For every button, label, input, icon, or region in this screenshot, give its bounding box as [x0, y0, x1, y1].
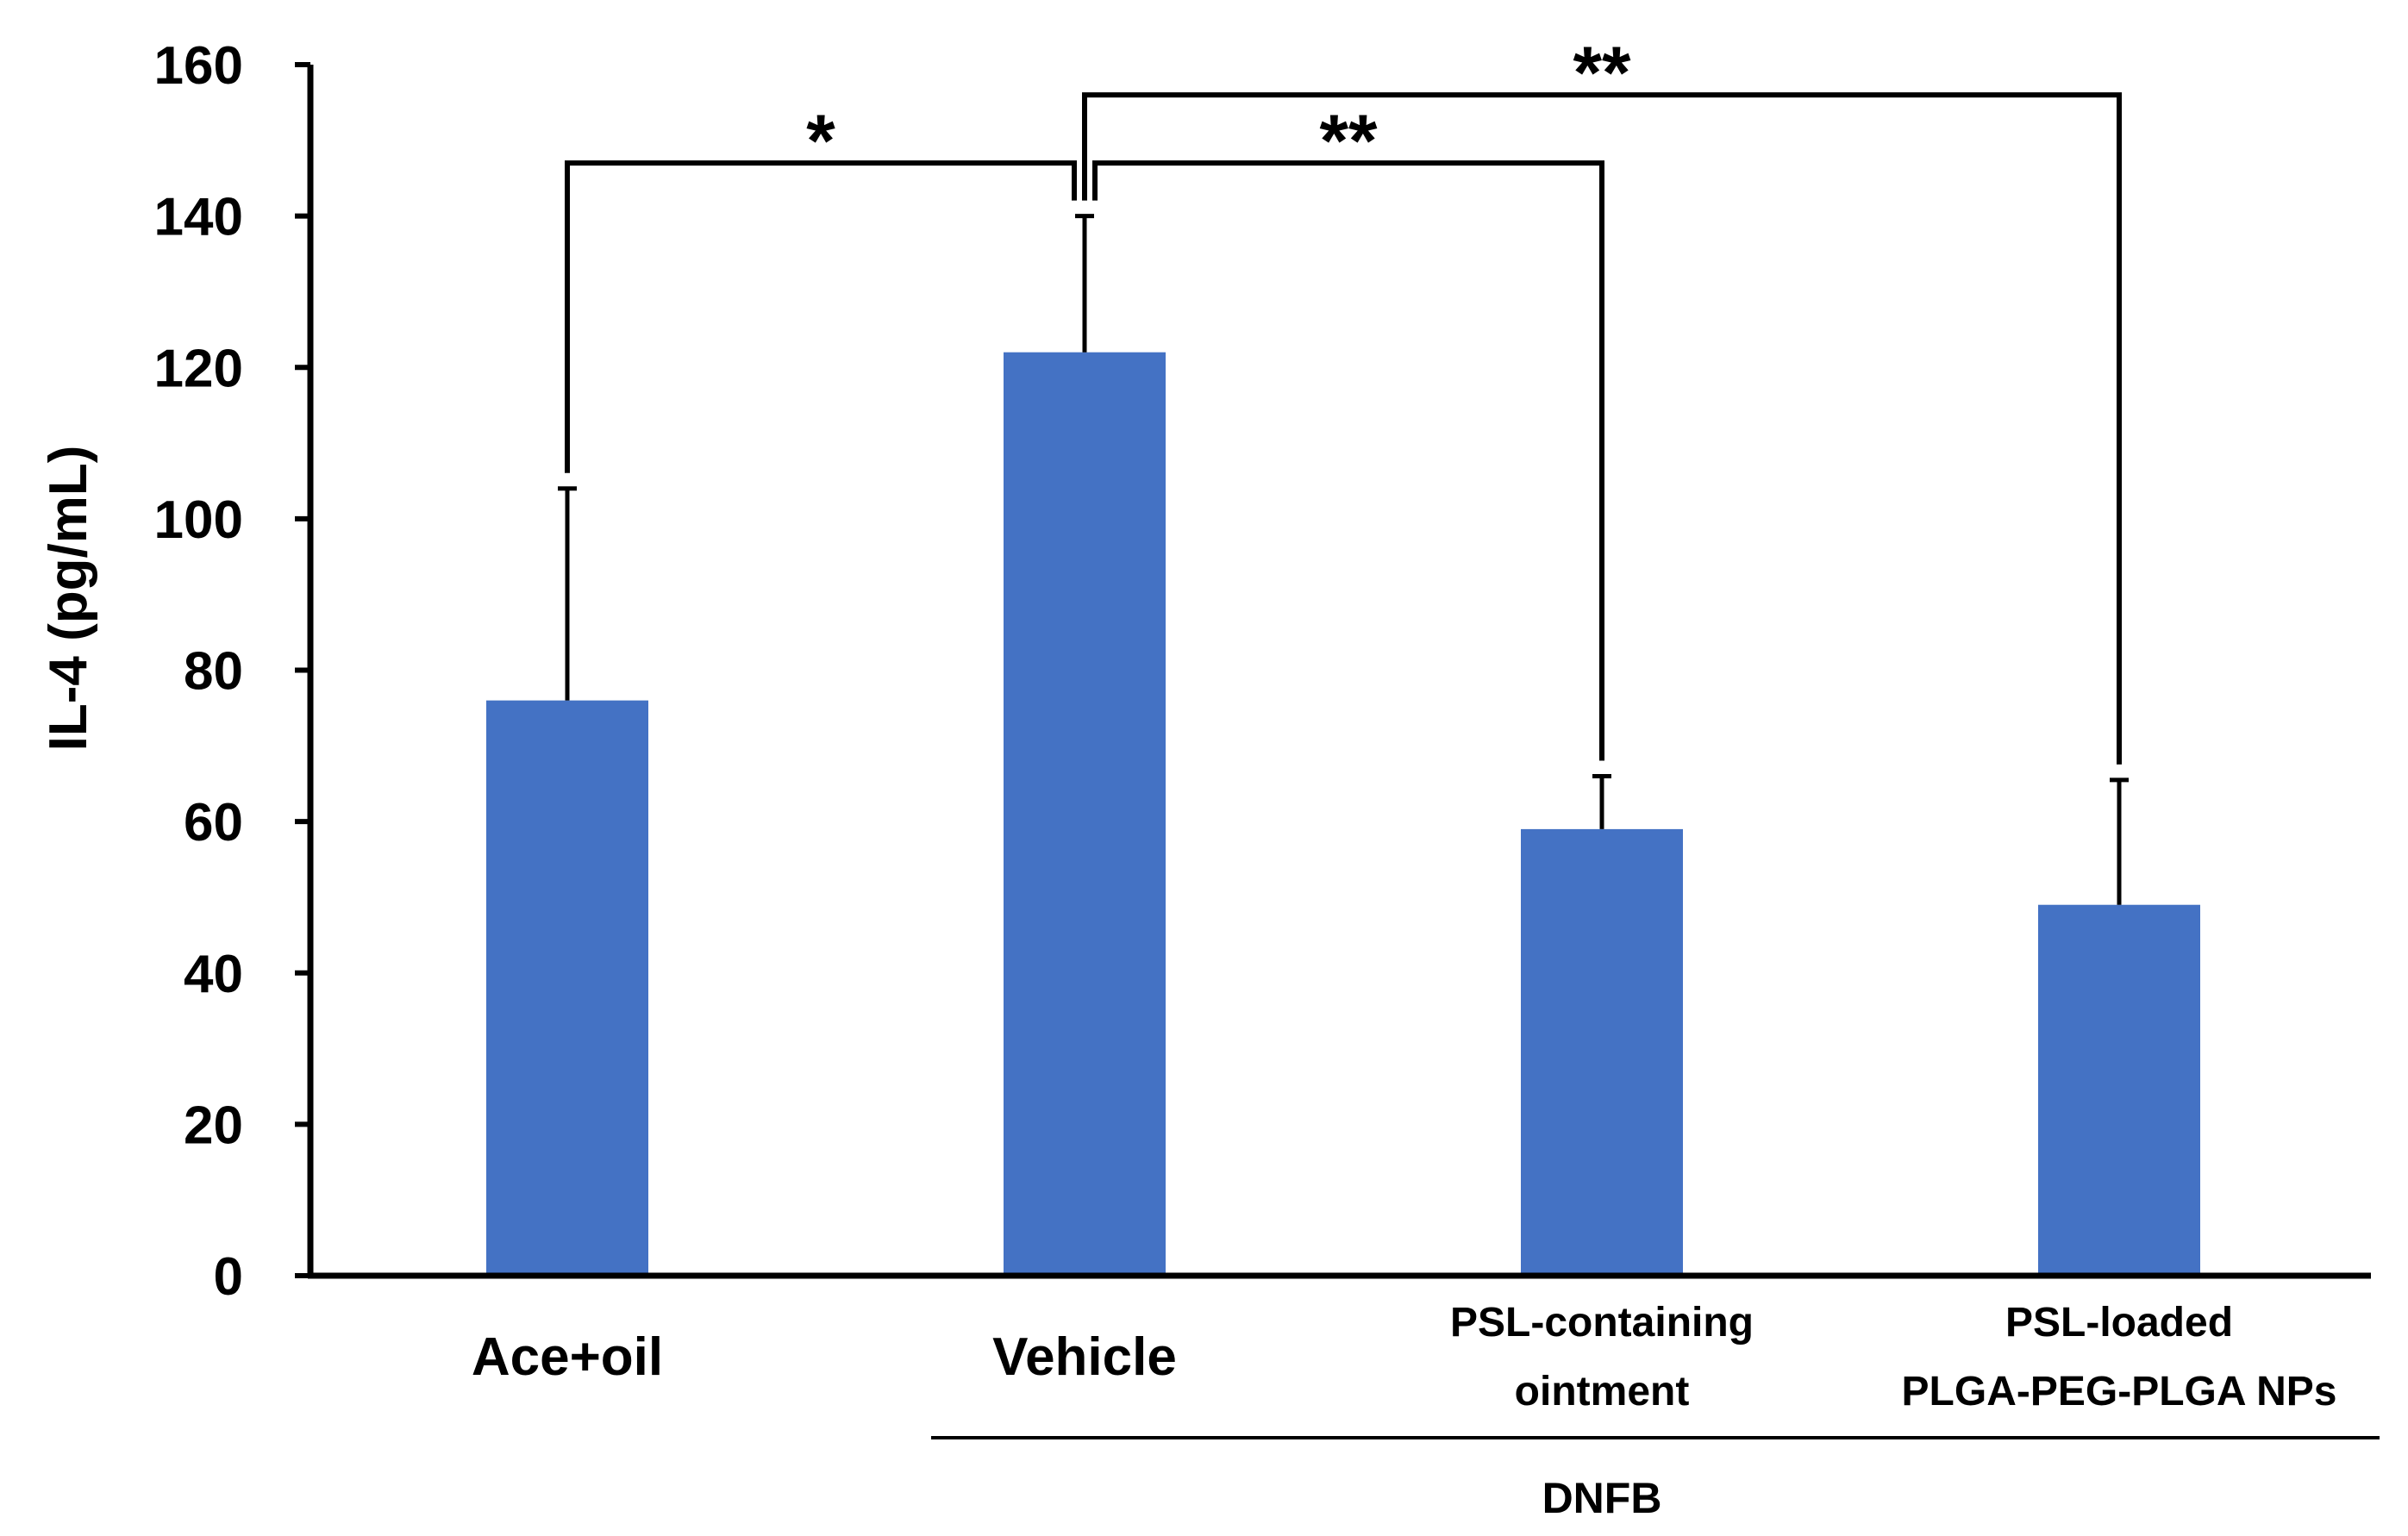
- category-label-3-line-1: PLGA-PEG-PLGA NPs: [1902, 1369, 2337, 1414]
- category-label-1: Vehicle: [992, 1327, 1177, 1387]
- y-tick-label-6: 120: [154, 339, 243, 398]
- significance-layer: * ****: [565, 32, 2122, 765]
- significance-marker-2: **: [1573, 32, 1631, 115]
- axes-layer: 0 20 40 60 80 100 120 140 160: [154, 36, 2371, 1307]
- bar-2: [1521, 828, 1683, 1276]
- y-tick-label-7: 140: [154, 188, 243, 247]
- significance-bracket-1: [1092, 160, 1604, 761]
- y-tick-label-0: 0: [214, 1247, 243, 1307]
- y-tick-label-1: 20: [184, 1096, 243, 1155]
- significance-marker-0: *: [806, 100, 835, 183]
- bars-layer: [486, 352, 2200, 1276]
- y-tick-label-3: 60: [184, 793, 243, 852]
- category-label-0: Ace+oil: [472, 1327, 663, 1387]
- category-label-2-line-0: PSL-containing: [1450, 1300, 1754, 1346]
- y-tick-label-2: 40: [184, 945, 243, 1004]
- category-label-3-line-0: PSL-loaded: [2005, 1300, 2233, 1346]
- y-tick-label-8: 160: [154, 36, 243, 96]
- y-tick-label-5: 100: [154, 490, 243, 550]
- bar-3: [2038, 904, 2200, 1276]
- labels-layer: Ace+oil Vehicle PSL-containing ointment PSL-…: [472, 1300, 2380, 1522]
- y-axis-label: IL-4 (pg/mL): [39, 446, 98, 752]
- group-label: DNFB: [1542, 1474, 1662, 1522]
- significance-bracket-2: [1082, 92, 2122, 765]
- significance-bracket-0: [565, 160, 1077, 473]
- error-bars-layer: [558, 214, 2129, 905]
- bar-1: [1004, 352, 1166, 1276]
- category-label-2-line-1: ointment: [1515, 1369, 1690, 1414]
- significance-marker-1: **: [1320, 100, 1378, 183]
- bar-0: [486, 700, 648, 1276]
- y-tick-label-4: 80: [184, 642, 243, 702]
